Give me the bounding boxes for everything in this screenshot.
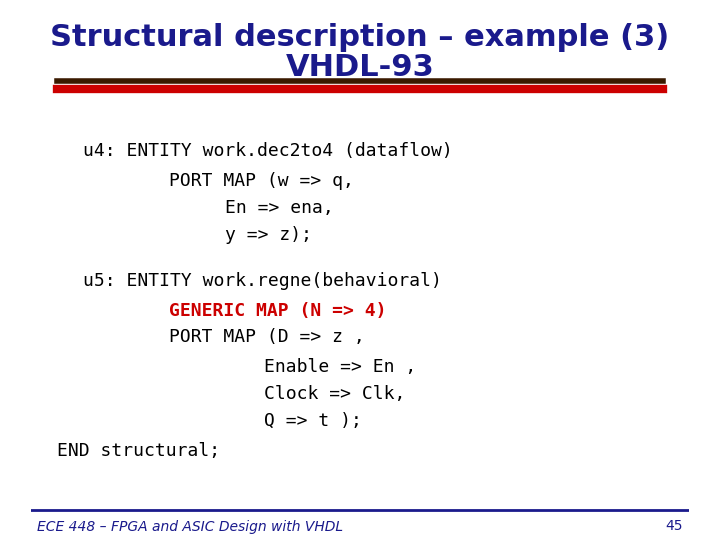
Text: En => ena,: En => ena, <box>225 199 333 217</box>
Text: VHDL-93: VHDL-93 <box>286 53 434 82</box>
Text: PORT MAP (D => z ,: PORT MAP (D => z , <box>169 328 365 347</box>
Text: GENERIC MAP (N => 4): GENERIC MAP (N => 4) <box>169 301 387 320</box>
Text: ECE 448 – FPGA and ASIC Design with VHDL: ECE 448 – FPGA and ASIC Design with VHDL <box>37 519 343 534</box>
Text: Clock => Clk,: Clock => Clk, <box>264 385 406 403</box>
Text: Q => t );: Q => t ); <box>264 412 362 430</box>
Text: u5: ENTITY work.regne(behavioral): u5: ENTITY work.regne(behavioral) <box>84 272 442 290</box>
Text: u4: ENTITY work.dec2to4 (dataflow): u4: ENTITY work.dec2to4 (dataflow) <box>84 142 453 160</box>
Text: PORT MAP (w => q,: PORT MAP (w => q, <box>169 172 354 190</box>
Text: 45: 45 <box>665 519 683 534</box>
Text: Enable => En ,: Enable => En , <box>264 358 417 376</box>
Text: Structural description – example (3): Structural description – example (3) <box>50 23 670 52</box>
Text: y => z);: y => z); <box>225 226 312 244</box>
Text: END structural;: END structural; <box>57 442 220 460</box>
